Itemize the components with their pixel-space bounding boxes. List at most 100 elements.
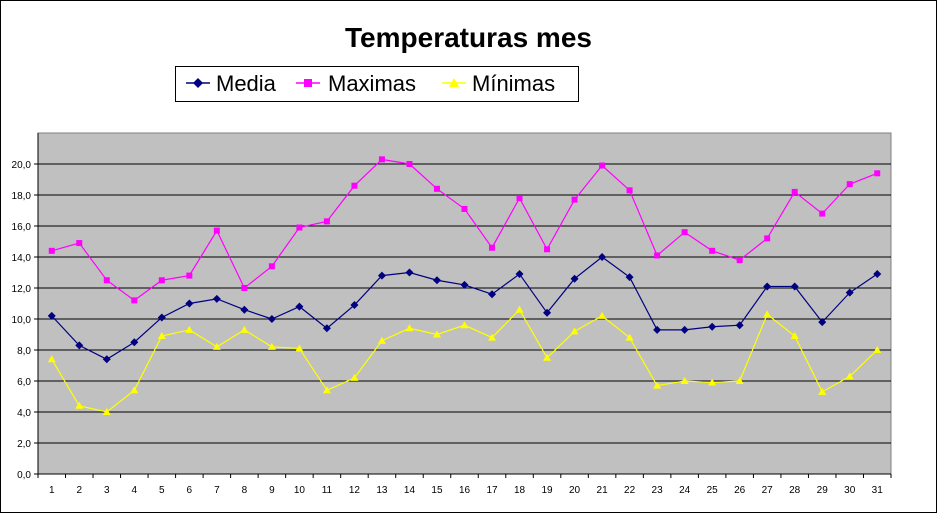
data-point	[516, 195, 523, 202]
x-tick-label: 23	[652, 485, 664, 496]
data-point	[240, 325, 249, 333]
data-point	[47, 311, 56, 320]
data-point	[625, 273, 634, 282]
data-point	[598, 311, 607, 319]
y-tick-label: 4,0	[17, 408, 31, 419]
x-tick-label: 4	[132, 485, 138, 496]
data-point	[461, 205, 468, 212]
data-point	[460, 280, 469, 289]
x-tick-label: 26	[734, 485, 746, 496]
data-point	[378, 156, 385, 163]
data-point	[489, 244, 496, 251]
data-point	[212, 294, 221, 303]
legend-marker-triangle-icon	[442, 78, 466, 87]
legend-marker-square-icon	[296, 79, 320, 87]
data-point	[488, 333, 497, 341]
x-tick-label: 7	[214, 485, 220, 496]
data-point	[763, 310, 772, 318]
data-point	[543, 353, 552, 361]
x-tick-label: 13	[376, 485, 388, 496]
data-point	[708, 378, 717, 386]
data-point	[47, 355, 56, 363]
data-point	[75, 341, 84, 350]
data-point	[406, 161, 413, 167]
y-tick-label: 12,0	[12, 284, 32, 295]
data-point	[680, 325, 689, 334]
x-tick-label: 5	[159, 485, 165, 496]
data-point	[873, 270, 882, 279]
data-point	[185, 299, 194, 308]
data-point	[212, 342, 221, 350]
data-point	[377, 271, 386, 280]
x-tick-label: 14	[404, 485, 416, 496]
data-point	[131, 297, 138, 304]
data-point	[680, 377, 689, 384]
data-point	[735, 377, 744, 384]
data-point	[130, 338, 139, 347]
data-point	[157, 313, 166, 322]
y-tick-label: 10,0	[12, 315, 32, 326]
data-point	[322, 324, 331, 333]
data-point	[488, 290, 497, 299]
data-point	[819, 210, 826, 217]
data-point	[735, 321, 744, 330]
data-point	[322, 386, 331, 394]
x-tick-label: 10	[294, 485, 306, 496]
x-tick-label: 22	[624, 485, 636, 496]
y-tick-label: 8,0	[17, 346, 31, 357]
data-point	[405, 324, 414, 332]
x-tick-label: 12	[349, 485, 361, 496]
data-point	[681, 229, 688, 236]
data-point	[267, 315, 276, 323]
data-point	[873, 346, 882, 353]
data-point	[653, 325, 662, 334]
y-tick-label: 2,0	[17, 439, 31, 450]
data-point	[460, 321, 469, 329]
x-tick-label: 2	[76, 485, 82, 496]
data-point	[102, 408, 111, 415]
data-point	[626, 187, 633, 194]
data-point	[268, 263, 275, 270]
x-tick-label: 3	[104, 485, 110, 496]
data-point	[790, 282, 799, 291]
data-point	[625, 333, 634, 341]
data-point	[350, 373, 359, 381]
y-tick-label: 16,0	[12, 222, 32, 233]
data-point	[432, 330, 441, 338]
x-tick-label: 8	[242, 485, 248, 496]
data-point	[845, 288, 854, 297]
x-tick-label: 20	[569, 485, 581, 496]
legend-label-maximas: Maximas	[328, 71, 417, 96]
data-point	[351, 182, 358, 189]
data-point	[709, 247, 716, 254]
data-point	[213, 227, 220, 234]
y-tick-label: 0,0	[17, 470, 31, 481]
data-point	[432, 276, 441, 285]
data-point	[654, 252, 661, 259]
x-tick-label: 15	[431, 485, 443, 496]
x-tick-label: 6	[187, 485, 193, 496]
data-point	[874, 170, 881, 177]
x-tick-label: 30	[844, 485, 856, 496]
x-tick-label: 17	[486, 485, 498, 496]
data-point	[570, 274, 579, 283]
x-tick-label: 11	[322, 485, 333, 496]
data-point	[295, 302, 304, 311]
x-tick-label: 18	[514, 485, 526, 496]
data-point	[598, 253, 607, 261]
data-point	[76, 240, 83, 247]
data-point	[764, 235, 771, 242]
data-point	[130, 386, 139, 394]
data-point	[240, 305, 249, 314]
data-point	[241, 285, 248, 291]
data-point	[377, 336, 386, 344]
data-point	[543, 308, 552, 317]
x-tick-label: 19	[541, 485, 553, 496]
x-tick-label: 24	[679, 485, 691, 496]
data-point	[846, 181, 853, 188]
data-point	[433, 185, 440, 192]
y-tick-label: 20,0	[12, 160, 32, 171]
x-tick-label: 29	[817, 485, 829, 496]
data-point	[653, 381, 662, 389]
data-point	[544, 246, 551, 253]
